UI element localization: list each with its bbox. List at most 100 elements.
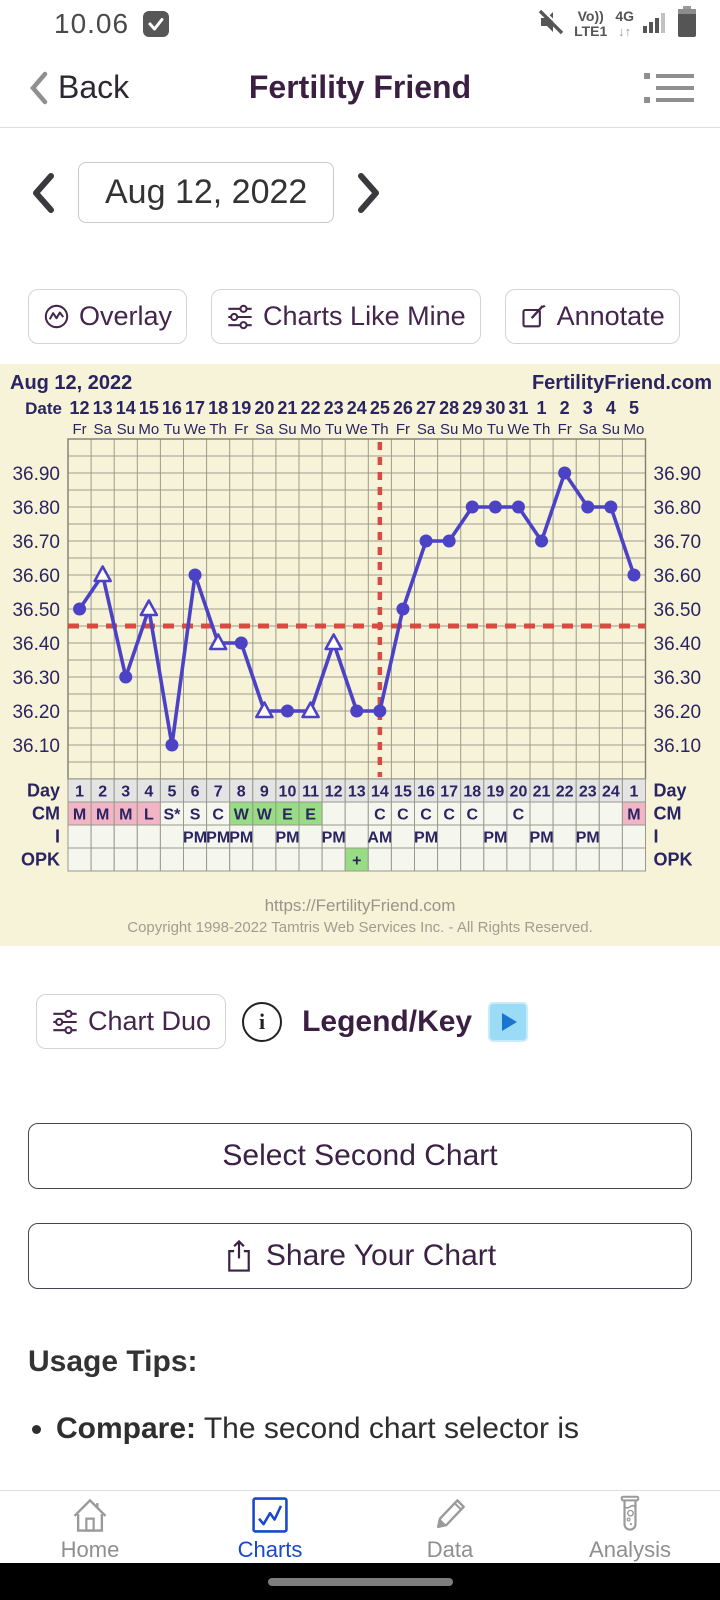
svg-text:18: 18 (208, 398, 228, 418)
svg-text:S*: S* (163, 807, 181, 824)
chart-titlebar: Aug 12, 2022 FertilityFriend.com (0, 370, 720, 397)
svg-text:36.10: 36.10 (654, 736, 702, 757)
signal-strength-icon (642, 9, 668, 40)
info-icon[interactable]: i (242, 1001, 283, 1042)
svg-text:Su: Su (117, 421, 135, 438)
svg-text:Th: Th (371, 421, 389, 438)
nav-home[interactable]: Home (0, 1491, 180, 1563)
svg-text:36.60: 36.60 (654, 566, 702, 587)
status-icons: Vo)) LTE1 4G ↓↑ (536, 5, 698, 43)
svg-text:20: 20 (254, 398, 274, 418)
overlay-button[interactable]: Overlay (28, 289, 188, 344)
bbt-chart: Aug 12, 2022 FertilityFriend.com Date 12 1… (0, 364, 720, 946)
svg-text:E: E (282, 807, 293, 824)
chart-duo-button[interactable]: Chart Duo (36, 994, 227, 1049)
svg-text:M: M (119, 807, 132, 824)
svg-text:36.30: 36.30 (12, 668, 60, 689)
network-type-indicator: 4G ↓↑ (615, 8, 634, 40)
svg-text:C: C (466, 807, 478, 824)
svg-text:10: 10 (279, 784, 297, 801)
home-indicator[interactable] (267, 1577, 453, 1586)
back-button[interactable]: Back (26, 69, 129, 107)
svg-text:17: 17 (440, 784, 458, 801)
svg-text:C: C (420, 807, 432, 824)
previous-chart-button[interactable] (28, 170, 58, 216)
chart-date-field[interactable]: Aug 12, 2022 (78, 162, 335, 223)
svg-text:M: M (96, 807, 109, 824)
svg-text:22: 22 (556, 784, 574, 801)
svg-text:Day: Day (654, 781, 687, 801)
svg-text:18: 18 (463, 784, 481, 801)
svg-text:Su: Su (602, 421, 620, 438)
svg-text:Tu: Tu (487, 421, 504, 438)
svg-text:I: I (654, 827, 659, 847)
share-chart-button[interactable]: Share Your Chart (28, 1223, 692, 1289)
svg-text:14: 14 (371, 784, 389, 801)
svg-text:CM: CM (32, 804, 60, 824)
svg-text:Sa: Sa (579, 421, 598, 438)
select-second-chart-button[interactable]: Select Second Chart (28, 1123, 692, 1189)
svg-text:12: 12 (70, 398, 90, 418)
svg-text:C: C (443, 807, 455, 824)
svg-text:28: 28 (439, 398, 459, 418)
svg-text:15: 15 (139, 398, 159, 418)
svg-text:1: 1 (75, 784, 84, 801)
svg-text:PM: PM (414, 830, 438, 847)
svg-text:Su: Su (278, 421, 296, 438)
svg-text:C: C (212, 807, 224, 824)
svg-text:C: C (397, 807, 409, 824)
svg-text:C: C (374, 807, 386, 824)
svg-text:3: 3 (121, 784, 130, 801)
svg-text:36.50: 36.50 (654, 600, 702, 621)
svg-text:11: 11 (302, 784, 319, 801)
svg-text:L: L (144, 807, 154, 824)
svg-text:Date: Date (25, 399, 62, 418)
svg-text:25: 25 (370, 398, 390, 418)
nav-data[interactable]: Data (360, 1491, 540, 1563)
svg-text:Fr: Fr (234, 421, 248, 438)
charts-like-mine-button[interactable]: Charts Like Mine (211, 289, 481, 344)
nav-charts[interactable]: Charts (180, 1491, 360, 1563)
bbt-chart-svg[interactable]: Date 12 13 14 15 16 17 18 19 20 21 22 23 24 25 26 27 28 29… (0, 397, 720, 875)
svg-text:C: C (513, 807, 525, 824)
svg-text:OPK: OPK (21, 850, 60, 870)
next-chart-button[interactable] (354, 170, 384, 216)
svg-text:Fr: Fr (396, 421, 410, 438)
chart-footer-url: https://FertilityFriend.com (264, 896, 456, 915)
chart-footer: https://FertilityFriend.com Copyright 19… (0, 880, 720, 946)
overlay-wave-icon (44, 304, 69, 329)
svg-text:+: + (352, 853, 361, 870)
sliders-icon (53, 1009, 77, 1034)
svg-text:8: 8 (237, 784, 246, 801)
svg-text:PM: PM (183, 830, 207, 847)
svg-text:We: We (346, 421, 368, 438)
svg-text:16: 16 (162, 398, 182, 418)
annotate-pencil-icon (522, 304, 546, 327)
chart-brand: FertilityFriend.com (531, 372, 712, 394)
svg-text:I: I (55, 827, 60, 847)
annotate-button[interactable]: Annotate (504, 289, 680, 344)
svg-text:Th: Th (533, 421, 551, 438)
svg-text:Mo: Mo (138, 421, 159, 438)
svg-text:Day: Day (27, 781, 60, 801)
svg-text:CM: CM (654, 804, 682, 824)
status-bar: 10.06 Vo)) LTE1 4G ↓↑ (0, 0, 720, 48)
menu-list-icon[interactable] (644, 70, 694, 106)
svg-text:36.40: 36.40 (12, 634, 60, 655)
svg-text:36.80: 36.80 (12, 498, 60, 519)
svg-text:36.30: 36.30 (654, 668, 702, 689)
legend-play-button[interactable] (488, 1001, 529, 1042)
bottom-navigation: Home Charts Data Analysis (0, 1490, 720, 1563)
volte-indicator: Vo)) LTE1 (574, 8, 608, 39)
nav-analysis[interactable]: Analysis (540, 1491, 720, 1563)
svg-text:36.20: 36.20 (12, 702, 60, 723)
svg-text:36.70: 36.70 (12, 532, 60, 553)
svg-text:36.20: 36.20 (654, 702, 702, 723)
legend-key-label: Legend/Key (302, 1004, 473, 1038)
svg-text:S: S (190, 807, 201, 824)
svg-text:13: 13 (348, 784, 366, 801)
charts-icon (252, 1497, 288, 1533)
pencil-icon (436, 1499, 465, 1529)
svg-text:1: 1 (629, 784, 638, 801)
